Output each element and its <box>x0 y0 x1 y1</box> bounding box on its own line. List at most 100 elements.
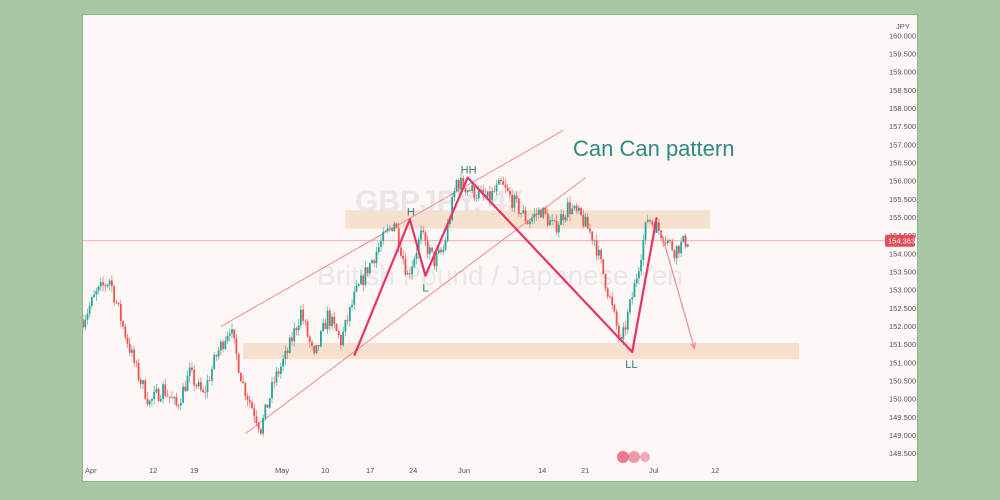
candle-body <box>686 244 689 247</box>
pivot-label: H <box>407 206 415 218</box>
candle-body <box>600 249 602 260</box>
candle-body <box>286 350 289 354</box>
time-tick: 24 <box>409 466 417 475</box>
candle-body <box>573 205 576 209</box>
candle-body <box>571 208 574 215</box>
price-tick: 152.000 <box>889 322 916 331</box>
candle-body <box>342 331 345 346</box>
price-tick: 149.000 <box>889 431 916 440</box>
candle-body <box>613 304 616 312</box>
candle-body <box>324 322 327 330</box>
candle-body <box>531 217 534 222</box>
candle-body <box>333 316 336 324</box>
price-tick: 159.000 <box>889 68 916 77</box>
candle-body <box>649 219 651 222</box>
candle-body <box>604 273 607 289</box>
candle-body <box>566 202 569 218</box>
time-tick: May <box>275 466 289 475</box>
candle-body <box>544 207 547 214</box>
channel-line-lower[interactable] <box>245 177 586 435</box>
candle-body <box>117 302 120 305</box>
candle-body <box>366 267 369 274</box>
candle-body <box>313 346 316 354</box>
candle-body <box>231 329 233 334</box>
chart-panel[interactable]: GBPJPY, 45 British Pound / Japanese Yen … <box>82 14 918 482</box>
candle-body <box>95 290 98 295</box>
candle-body <box>651 221 654 225</box>
candle-body <box>660 230 663 239</box>
candle-body <box>208 380 211 381</box>
candle-body <box>302 309 305 321</box>
candle-body <box>675 245 678 259</box>
candle-body <box>491 190 494 201</box>
candle-body <box>606 288 609 297</box>
candle-body <box>551 220 554 221</box>
candle-body <box>371 260 373 264</box>
candle-body <box>451 197 454 220</box>
price-tick: 151.500 <box>889 340 916 349</box>
support-resistance-zone <box>243 342 799 360</box>
candle-body <box>671 240 674 251</box>
candle-body <box>428 247 431 254</box>
candle-body <box>320 330 322 347</box>
candle-body <box>308 336 311 343</box>
candle-body <box>400 247 402 256</box>
price-axis[interactable]: 160.000 159.500 159.000 158.500 158.000 157.5… <box>885 31 916 458</box>
last-price-value: 154.363 <box>888 237 915 246</box>
candle-body <box>646 219 649 223</box>
tradingview-logo <box>617 451 650 463</box>
candle-body <box>591 231 594 241</box>
candle-body <box>179 402 182 406</box>
candle-body <box>388 227 391 229</box>
candle-body <box>526 221 529 225</box>
candle-body <box>562 214 565 221</box>
price-tick: 160.000 <box>889 31 916 40</box>
candle-body <box>262 418 265 434</box>
candle-body <box>162 384 164 399</box>
candle-body <box>509 191 511 195</box>
candle-body <box>300 309 302 326</box>
candle-body <box>113 286 116 303</box>
candle-body <box>239 372 242 382</box>
price-chart[interactable]: GBPJPY, 45 British Pound / Japanese Yen … <box>83 15 918 482</box>
candle-body <box>226 335 229 342</box>
candle-body <box>557 224 560 233</box>
candle-body <box>395 223 398 228</box>
time-tick: 12 <box>149 466 157 475</box>
candle-body <box>426 240 429 254</box>
candle-body <box>522 210 525 214</box>
candle-body <box>353 291 356 305</box>
price-tick: 151.000 <box>889 358 916 367</box>
candle-body <box>315 345 318 354</box>
candle-body <box>669 240 671 242</box>
candle-body <box>595 240 598 256</box>
candle-body <box>564 217 567 221</box>
candle-body <box>166 395 169 397</box>
candle-body <box>657 222 660 231</box>
candle-body <box>506 187 509 192</box>
time-axis[interactable]: Apr 12 19 May 10 17 24 Jun 14 21 Jul 12 <box>85 466 719 475</box>
candle-body <box>277 371 280 374</box>
candle-body <box>542 207 545 218</box>
candle-body <box>460 177 462 189</box>
candle-body <box>184 386 187 392</box>
last-price-tag <box>885 234 915 247</box>
candle-body <box>104 285 107 287</box>
pattern-lines[interactable] <box>353 176 697 357</box>
can-can-pattern-line[interactable] <box>353 176 658 357</box>
candle-body <box>504 184 507 188</box>
candle-body <box>486 191 489 197</box>
candle-body <box>511 194 514 208</box>
projection-arrow-line[interactable] <box>660 231 696 349</box>
candle-body <box>440 249 442 252</box>
candle-body <box>422 230 425 233</box>
candle-body <box>142 380 144 384</box>
candle-body <box>322 322 325 331</box>
candle-body <box>206 380 209 393</box>
time-tick: Jul <box>649 466 659 475</box>
candle-body <box>597 249 600 256</box>
candle-body <box>119 304 122 322</box>
candle-body <box>420 230 422 240</box>
candle-body <box>215 355 218 357</box>
candle-body <box>317 345 320 347</box>
